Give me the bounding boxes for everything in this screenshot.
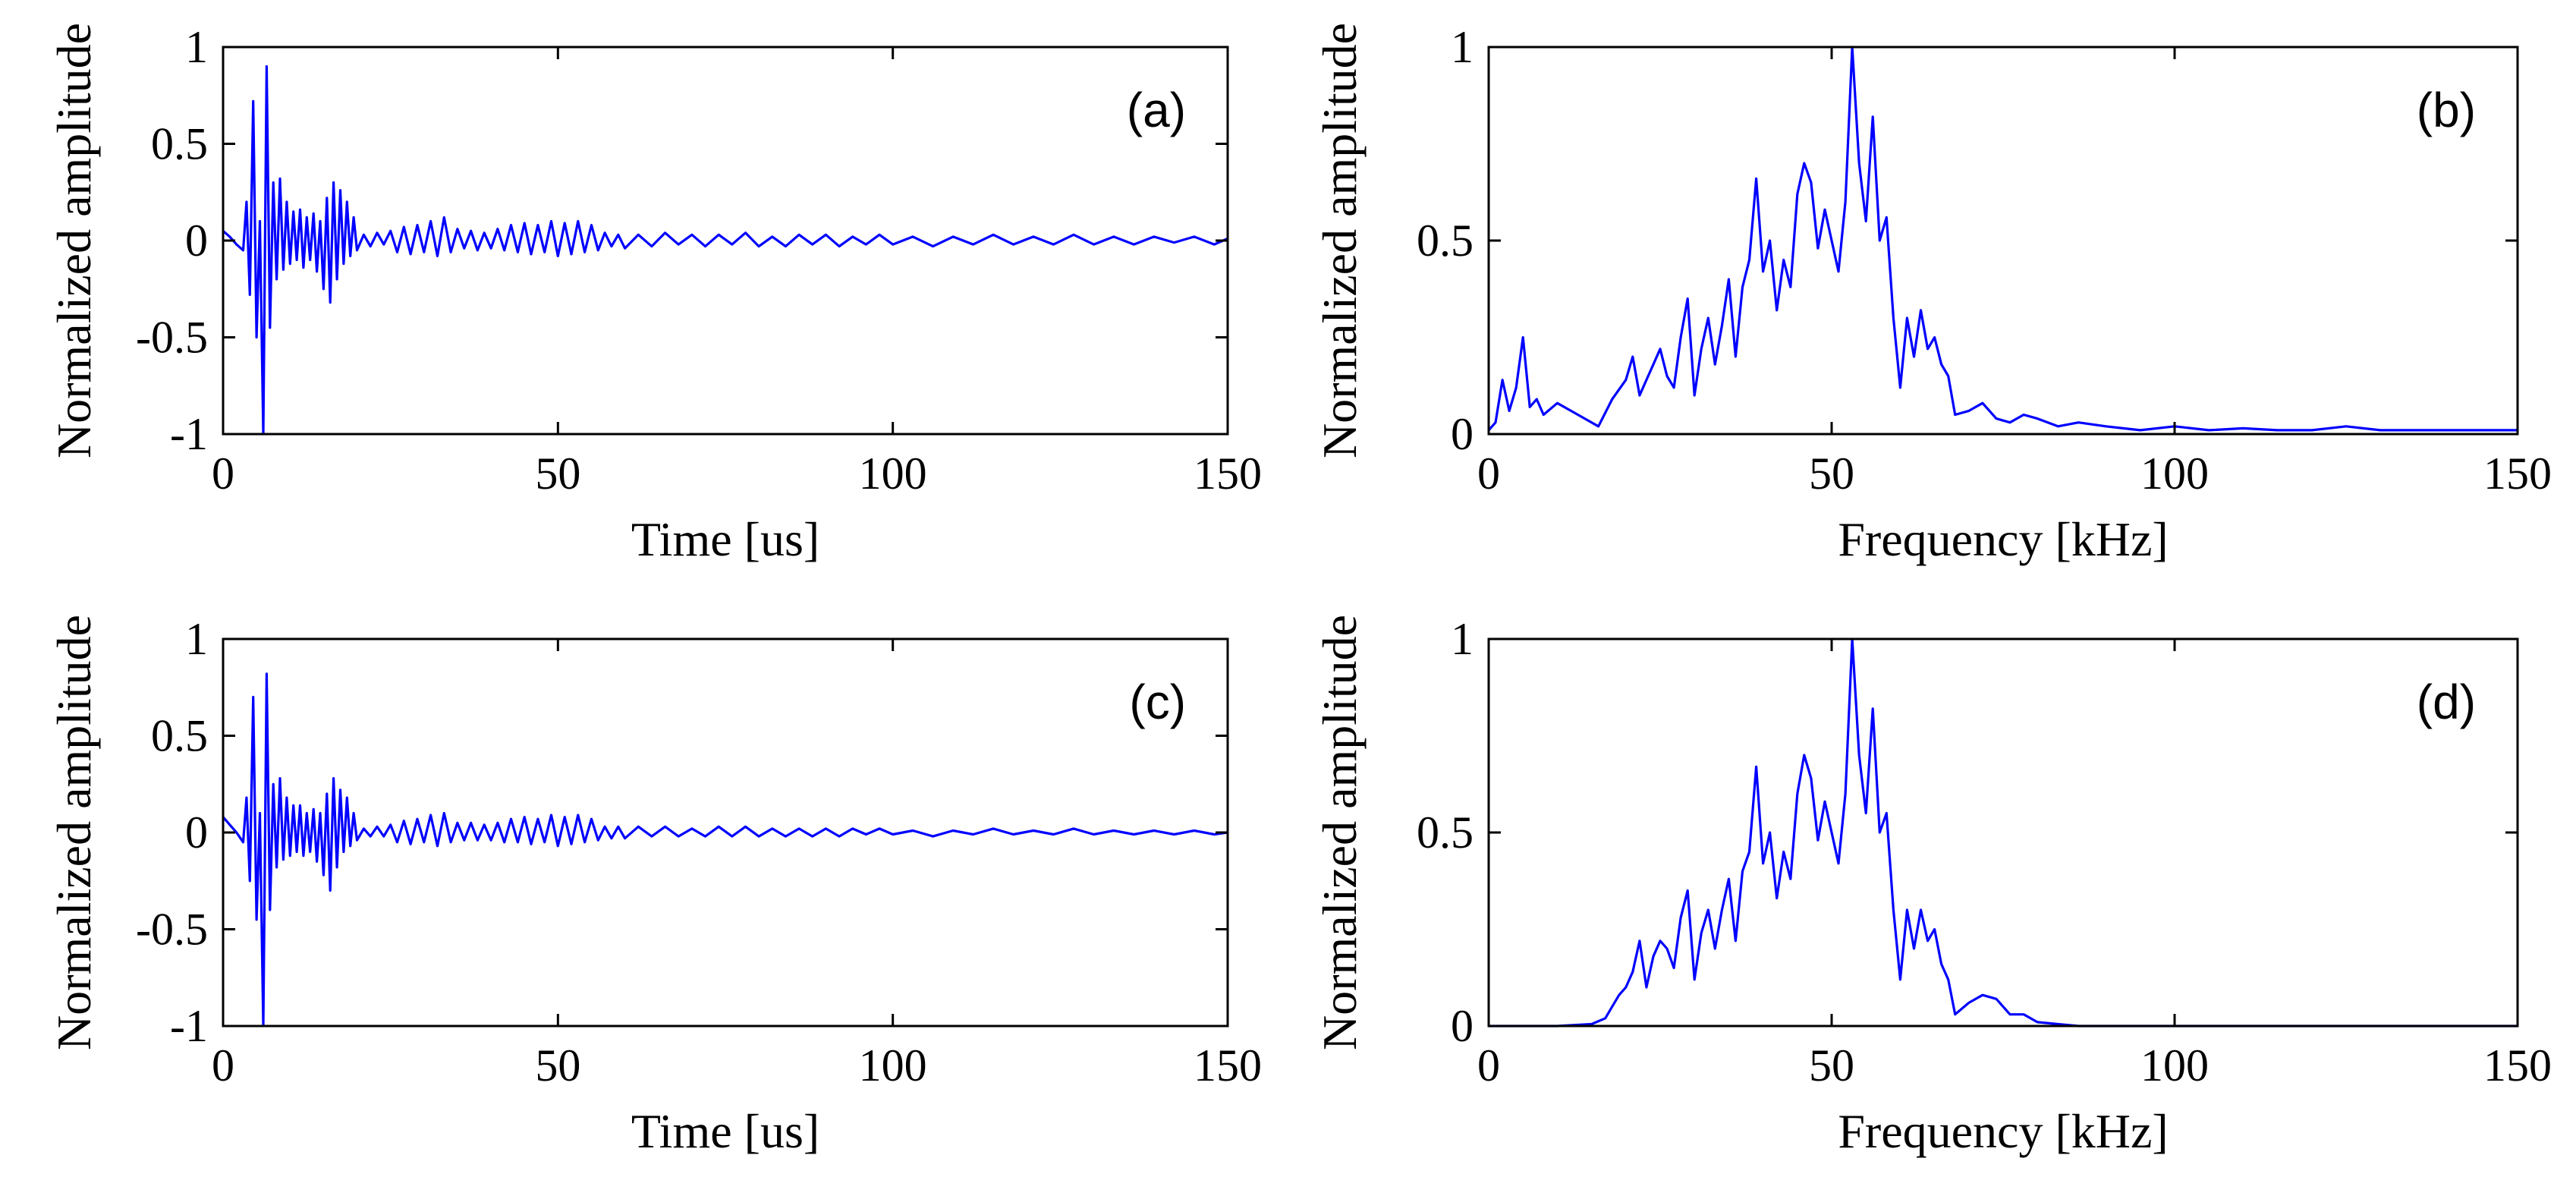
plot-frame xyxy=(1487,46,2519,436)
x-tick-label: 0 xyxy=(1477,1040,1500,1091)
subplot-2: 0 50 100 150 -1 -0.5 0 0.5 1 Time [us] Normalized … xyxy=(47,614,1262,1158)
x-tick-label: 100 xyxy=(2140,448,2209,499)
x-axis-label: Frequency [kHz] xyxy=(1838,512,2168,566)
y-tick-label: 1 xyxy=(185,614,208,664)
y-tick-label: -1 xyxy=(170,1001,208,1051)
y-tick-label: 0.5 xyxy=(151,119,208,169)
x-tick-label: 50 xyxy=(535,1040,580,1091)
x-tick-label: 50 xyxy=(1809,1040,1854,1091)
y-tick-label: 0.5 xyxy=(1417,216,1474,266)
x-tick-label: 100 xyxy=(859,1040,927,1091)
y-axis-label: Normalized amplitude xyxy=(47,615,101,1050)
y-tick-label: 0.5 xyxy=(151,711,208,761)
x-tick-label: 150 xyxy=(1194,448,1262,499)
y-tick-label: 0 xyxy=(185,216,208,266)
subplot-0: 0 50 100 150 -1 -0.5 0 0.5 1 Time [us] Normalized … xyxy=(47,22,1262,566)
y-axis-label: Normalized amplitude xyxy=(47,23,101,458)
x-tick-label: 0 xyxy=(1477,448,1500,499)
y-tick-label: -0.5 xyxy=(136,313,208,363)
y-tick-label: 1 xyxy=(1451,22,1474,72)
x-axis-label: Time [us] xyxy=(631,1104,819,1158)
y-tick-label: -0.5 xyxy=(136,905,208,955)
x-tick-label: 0 xyxy=(212,448,234,499)
x-tick-label: 50 xyxy=(535,448,580,499)
y-axis-label: Normalized amplitude xyxy=(1313,615,1367,1050)
series-line-3-0 xyxy=(1489,637,2518,1028)
x-axis-label: Time [us] xyxy=(631,512,819,566)
x-tick-label: 150 xyxy=(2483,448,2552,499)
panel-label: (d) xyxy=(2417,675,2476,729)
y-tick-label: 0.5 xyxy=(1417,807,1474,858)
panel-label: (c) xyxy=(1129,675,1186,729)
y-tick-label: 1 xyxy=(1451,614,1474,664)
x-tick-label: 100 xyxy=(2140,1040,2209,1091)
panel-label: (b) xyxy=(2417,83,2476,137)
series-line-1-0 xyxy=(1489,46,2518,432)
y-tick-label: 1 xyxy=(185,22,208,72)
x-tick-label: 100 xyxy=(859,448,927,499)
x-tick-label: 50 xyxy=(1809,448,1854,499)
panel-label: (a) xyxy=(1127,83,1186,137)
series-line-0-0 xyxy=(223,65,1228,436)
y-tick-label: 0 xyxy=(185,807,208,858)
x-axis-label: Frequency [kHz] xyxy=(1838,1104,2168,1158)
subplot-3: 0 50 100 150 0 0.5 1 Frequency [kHz] Normalized … xyxy=(1313,614,2552,1158)
x-tick-label: 150 xyxy=(2483,1040,2552,1091)
y-tick-label: 0 xyxy=(1451,1001,1474,1051)
subplot-1: 0 50 100 150 0 0.5 1 Frequency [kHz] Normalized … xyxy=(1313,22,2552,566)
series-line-2-0 xyxy=(223,672,1228,1028)
x-tick-label: 150 xyxy=(1194,1040,1262,1091)
x-tick-label: 0 xyxy=(212,1040,234,1091)
y-tick-label: -1 xyxy=(170,409,208,459)
y-axis-label: Normalized amplitude xyxy=(1313,23,1367,458)
y-tick-label: 0 xyxy=(1451,409,1474,459)
